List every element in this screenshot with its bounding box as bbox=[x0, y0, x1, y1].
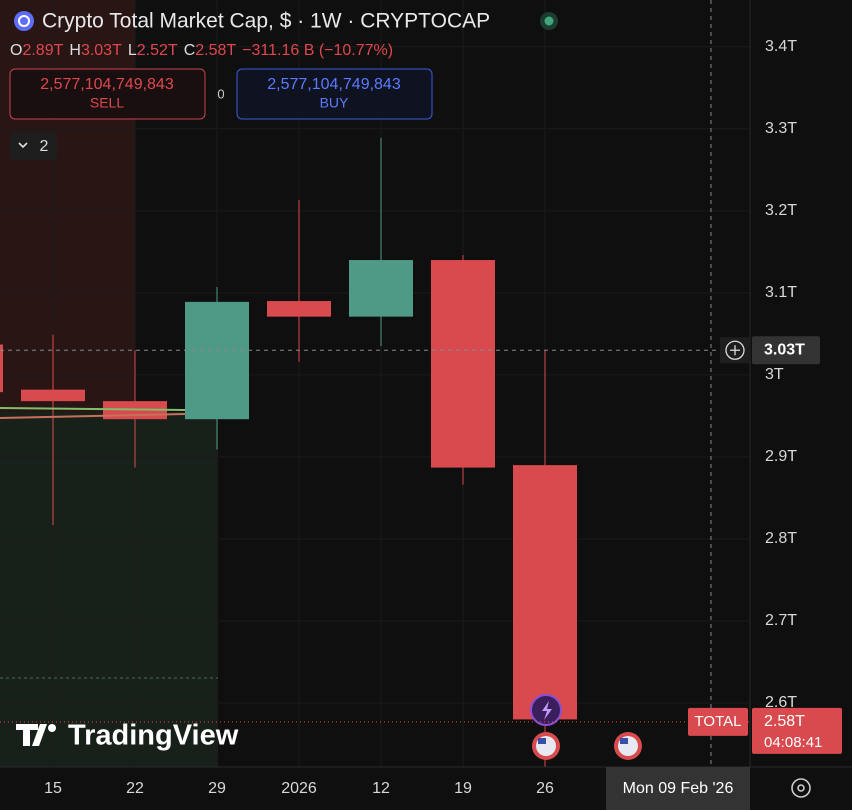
last-price-tag bbox=[752, 707, 842, 754]
market-status bbox=[544, 16, 554, 26]
y-tick-label: 2.6T bbox=[765, 694, 797, 711]
crosshair-date-tag bbox=[606, 767, 750, 810]
moving-average bbox=[0, 413, 186, 419]
ohlc-value: 2.89T bbox=[22, 42, 63, 59]
countdown: 04:08:41 bbox=[764, 734, 822, 751]
flag bbox=[620, 738, 628, 744]
candle-body bbox=[513, 465, 577, 720]
x-tick-label: 29 bbox=[208, 780, 226, 797]
ohlc-key: H bbox=[69, 42, 81, 59]
buy-label: BUY bbox=[320, 95, 349, 111]
x-tick-label: 2026 bbox=[281, 780, 317, 797]
ohlc-value: 2.58T bbox=[195, 42, 236, 59]
candle-body bbox=[21, 389, 85, 402]
crosshair-price-tag bbox=[752, 336, 820, 365]
logo-text: TradingView bbox=[68, 720, 239, 752]
ohlc-key: O bbox=[10, 42, 22, 59]
x-tick-label: 19 bbox=[454, 780, 472, 797]
sell-price: 2,577,104,749,843 bbox=[40, 76, 174, 93]
candle-body bbox=[185, 301, 249, 420]
logo-mark bbox=[48, 724, 56, 732]
y-tick-label: 2.8T bbox=[765, 530, 797, 547]
ohlc-value: 3.03T bbox=[81, 42, 122, 59]
sell-label: SELL bbox=[90, 95, 124, 111]
candle-body bbox=[349, 260, 413, 317]
y-tick-label: 3.1T bbox=[765, 284, 797, 301]
y-tick-label: 3T bbox=[765, 366, 784, 383]
symbol-tag-text: TOTAL bbox=[695, 713, 742, 730]
spread: 0 bbox=[217, 86, 224, 101]
ohlc-key: C bbox=[184, 42, 196, 59]
last-price-label: 2.58T bbox=[764, 713, 805, 730]
candle-body bbox=[431, 260, 495, 468]
collapse-button[interactable] bbox=[10, 132, 57, 160]
ohlc-key: L bbox=[128, 42, 137, 59]
x-tick-label: 12 bbox=[372, 780, 390, 797]
price-change: −311.16 B (−10.77%) bbox=[242, 42, 393, 59]
symbol-icon bbox=[14, 11, 34, 31]
y-tick-label: 2.9T bbox=[765, 448, 797, 465]
candle-body bbox=[267, 301, 331, 317]
symbol-tag bbox=[688, 707, 748, 736]
y-tick-label: 2.7T bbox=[765, 612, 797, 629]
crosshair-plus bbox=[725, 340, 745, 360]
logo-mark bbox=[16, 724, 47, 746]
flag bbox=[538, 738, 546, 744]
x-tick-label: 15 bbox=[44, 780, 62, 797]
ohlc-value: 2.52T bbox=[137, 42, 178, 59]
crosshair-date: Mon 09 Feb '26 bbox=[623, 780, 734, 797]
y-tick-label: 3.3T bbox=[765, 120, 797, 137]
sell-button[interactable] bbox=[9, 68, 206, 120]
y-tick-label: 3.2T bbox=[765, 202, 797, 219]
x-tick-label: 22 bbox=[126, 780, 144, 797]
candle-body bbox=[0, 344, 3, 393]
collapse-count: 2 bbox=[40, 138, 49, 155]
settings-button bbox=[797, 784, 805, 792]
y-tick-label: 3.4T bbox=[765, 38, 797, 55]
crosshair-plus bbox=[730, 345, 740, 356]
x-tick-label: 26 bbox=[536, 780, 554, 797]
event-icon bbox=[542, 701, 552, 720]
buy-zone bbox=[0, 412, 218, 767]
buy-price: 2,577,104,749,843 bbox=[267, 76, 401, 93]
buy-button[interactable] bbox=[236, 68, 433, 120]
chevron bbox=[18, 142, 28, 149]
symbol-title: Crypto Total Market Cap, $ · 1W · CRYPTO… bbox=[42, 10, 490, 33]
settings-button[interactable] bbox=[791, 778, 811, 798]
crosshair-price: 3.03T bbox=[764, 341, 805, 358]
moving-average bbox=[0, 407, 186, 411]
symbol-icon bbox=[18, 15, 30, 27]
